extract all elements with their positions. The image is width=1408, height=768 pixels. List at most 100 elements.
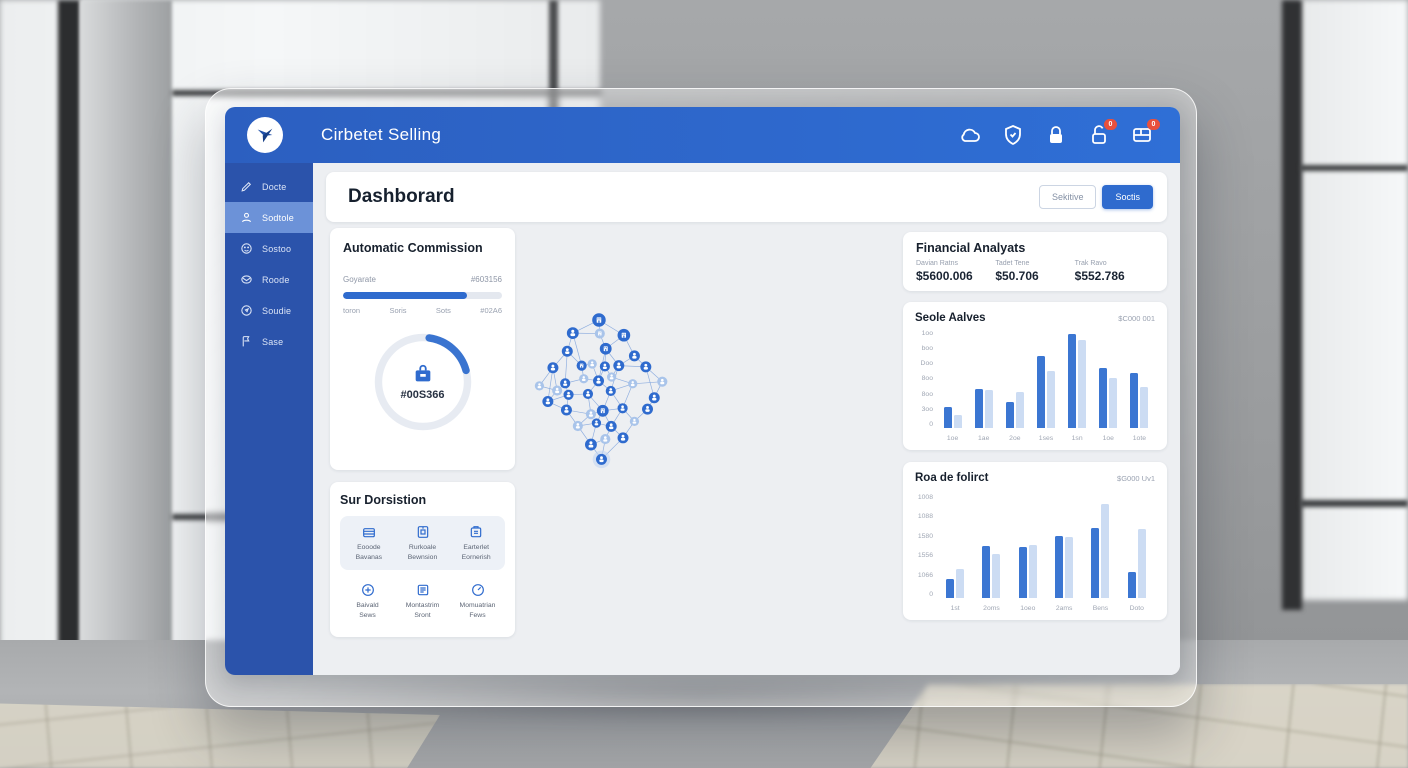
stat-value: $50.706 — [995, 269, 1039, 283]
network-node-person[interactable] — [628, 379, 638, 389]
stat-label: Tadet Tene — [995, 260, 1030, 267]
page-header-card: Dashborard Sekitive Soctis — [326, 172, 1167, 222]
network-node-person[interactable] — [617, 403, 628, 414]
bar — [1130, 373, 1139, 428]
network-node-person[interactable] — [585, 409, 596, 420]
bar — [1091, 528, 1100, 598]
network-node-person[interactable] — [648, 392, 660, 404]
scale-label: toron — [343, 306, 361, 315]
plot-area — [937, 494, 1155, 598]
network-node-person[interactable] — [593, 375, 605, 387]
bar — [1028, 545, 1037, 598]
bar-chart: 1oo boo Doo 8oo 8oo 3oo 0 1oe 1ae 2oe 1ses 1sn 1oe 1o… — [915, 330, 1155, 442]
network-node-person[interactable] — [560, 404, 572, 416]
network-node-person[interactable] — [605, 420, 617, 432]
plot-area — [937, 330, 1155, 428]
bar-group — [1091, 494, 1110, 598]
stat-label: Trak Ravo — [1074, 260, 1107, 267]
flag-icon — [240, 335, 253, 348]
network-node-person[interactable] — [587, 359, 597, 369]
network-node-person[interactable] — [592, 450, 611, 469]
commission-value: #603156 — [470, 275, 502, 284]
network-node-person[interactable] — [599, 361, 610, 372]
tile[interactable]: Baivald Sews — [340, 582, 395, 621]
tile[interactable]: Momuatrian Fews — [450, 582, 505, 621]
network-node-person[interactable] — [605, 385, 616, 397]
sidebar-item[interactable]: Soudie — [225, 295, 313, 326]
y-axis: 1oo boo Doo 8oo 8oo 3oo 0 — [920, 330, 933, 428]
briefcase-icon — [412, 363, 434, 385]
network-node-building[interactable] — [576, 360, 587, 371]
stat: Trak Ravo $552.786 — [1075, 260, 1154, 283]
network-node-person[interactable] — [534, 381, 545, 391]
network-node-person[interactable] — [585, 438, 597, 451]
featured-tile[interactable]: Eooode Bavanas — [342, 524, 396, 563]
stat: Davian Ratns $5600.006 — [916, 260, 995, 283]
featured-tiles: Eooode Bavanas Rurkoale Bewnsion Earterl… — [340, 516, 505, 570]
bar — [956, 568, 965, 598]
scale-label: Soris — [389, 306, 407, 315]
commission-label: Goyarate — [343, 275, 376, 284]
sidebar-item[interactable]: Docte — [225, 171, 313, 202]
right-column: Financial Analyats Davian Ratns $5600.00… — [903, 232, 1167, 620]
network-node-person[interactable] — [606, 372, 617, 382]
commission-gauge: #00S366 — [370, 329, 476, 435]
sidebar-item-label: Sostoo — [262, 243, 292, 254]
card-title: Automatic Commission — [343, 241, 483, 255]
network-node-person[interactable] — [600, 434, 611, 445]
bar — [1068, 333, 1077, 428]
sidebar-item[interactable]: Sostoo — [225, 233, 313, 264]
network-node-building[interactable] — [592, 313, 606, 327]
network-node-person[interactable] — [629, 416, 640, 426]
bar-group — [1099, 330, 1118, 428]
network-node-person[interactable] — [560, 378, 571, 389]
network-node-person[interactable] — [563, 389, 574, 400]
bar — [1099, 368, 1108, 428]
notification-badge: 0 — [1147, 119, 1160, 130]
network-node-person[interactable] — [547, 362, 559, 374]
network-node-person[interactable] — [642, 403, 653, 415]
sales-chart-card: Seole Aalves $C000 001 1oo boo Doo 8oo 8oo 3o… — [903, 302, 1167, 450]
bar — [1036, 356, 1045, 428]
bar-group — [982, 494, 1001, 598]
network-node-person[interactable] — [617, 432, 629, 444]
header-icon[interactable] — [1001, 123, 1025, 147]
network-node-person[interactable] — [628, 350, 640, 362]
target-icon — [360, 582, 376, 598]
header-icon[interactable] — [1044, 123, 1068, 147]
network-node-building[interactable] — [594, 328, 605, 339]
x-axis: 1st 2oms 1oeo 2ams Bens Doto — [950, 605, 1144, 612]
network-node-person[interactable] — [613, 360, 625, 372]
sidebar-item[interactable]: Sase — [225, 326, 313, 357]
network-node-building[interactable] — [617, 328, 631, 342]
network-node-person[interactable] — [561, 345, 573, 357]
bar — [1137, 528, 1146, 598]
header-icon[interactable]: 0 — [1087, 119, 1117, 147]
sidebar-item[interactable]: Roode — [225, 264, 313, 295]
bar-group — [1018, 494, 1037, 598]
network-node-person[interactable] — [542, 396, 554, 407]
header-icon[interactable]: 0 — [1130, 119, 1160, 147]
action-button[interactable]: Sekitive — [1038, 185, 1097, 209]
network-node-person[interactable] — [640, 361, 652, 373]
network-node-person[interactable] — [572, 420, 583, 432]
dashboard-app: Cirbetet Selling 0 0 — [225, 107, 1180, 675]
network-node-person[interactable] — [579, 374, 589, 384]
network-node-person[interactable] — [552, 385, 563, 396]
network-node-building[interactable] — [599, 342, 612, 355]
network-node-person[interactable] — [582, 388, 594, 399]
action-button[interactable]: Soctis — [1102, 185, 1153, 209]
network-node-person[interactable] — [657, 376, 668, 387]
network-node-building[interactable] — [596, 404, 609, 417]
network-node-person[interactable] — [566, 327, 579, 340]
bar — [943, 407, 952, 428]
header-icon[interactable] — [958, 123, 982, 147]
app-logo[interactable] — [247, 117, 283, 153]
featured-tile[interactable]: Rurkoale Bewnsion — [396, 524, 450, 563]
featured-tile[interactable]: Earterlet Eornerish — [449, 524, 503, 563]
cloud-icon — [958, 123, 982, 147]
bar-group — [946, 494, 965, 598]
network-node-person[interactable] — [591, 418, 602, 428]
sidebar-item[interactable]: Sodtole — [225, 202, 313, 233]
tile[interactable]: Montastrim Sront — [395, 582, 450, 621]
